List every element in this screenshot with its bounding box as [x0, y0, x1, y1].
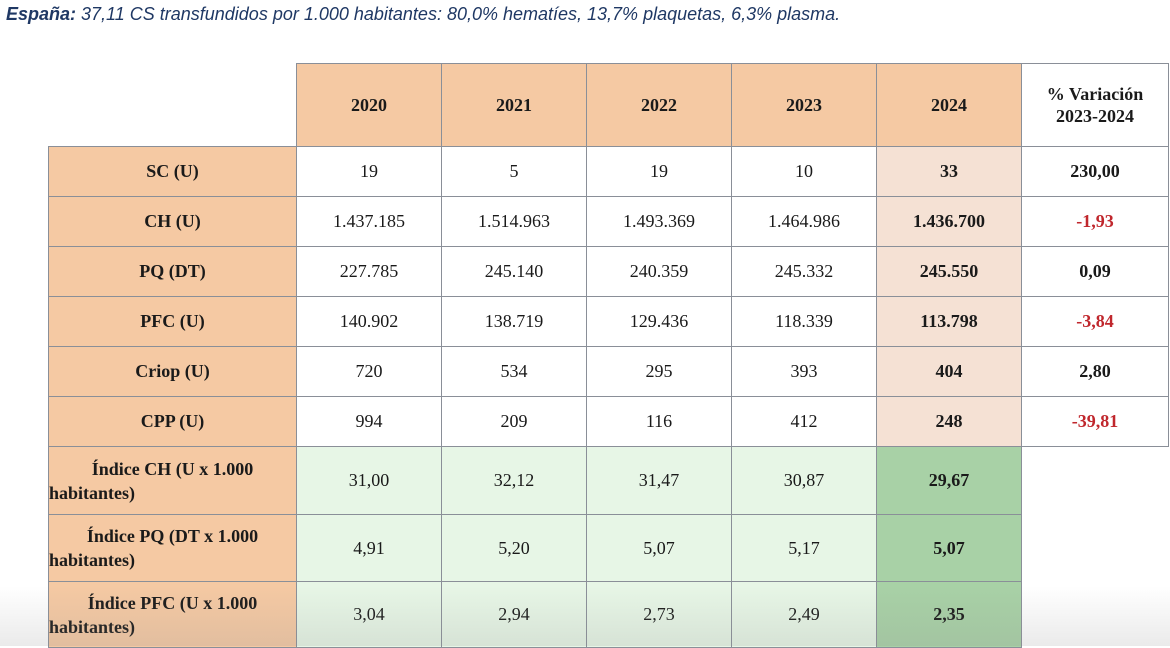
index-value-cell: 31,47 [586, 446, 732, 515]
value-cell-2024: 1.436.700 [876, 196, 1022, 247]
year-header: 2023 [731, 63, 877, 147]
transfusion-table: 2020 2021 2022 2023 2024 % Variación 2023… [48, 63, 1169, 648]
empty-cell [1021, 514, 1169, 582]
corner-cell [48, 63, 297, 147]
value-cell: 1.437.185 [296, 196, 442, 247]
variation-cell: -3,84 [1021, 296, 1169, 347]
value-cell: 534 [441, 346, 587, 397]
value-cell: 116 [586, 396, 732, 447]
value-cell: 140.902 [296, 296, 442, 347]
index-value-cell: 2,73 [586, 581, 732, 648]
variation-header-line1: % Variación [1046, 84, 1144, 104]
value-cell: 240.359 [586, 246, 732, 297]
index-row-label: Índice PFC (U x 1.000 habitantes) [48, 581, 297, 648]
value-cell: 245.332 [731, 246, 877, 297]
value-cell: 245.140 [441, 246, 587, 297]
variation-cell: -1,93 [1021, 196, 1169, 247]
value-cell: 138.719 [441, 296, 587, 347]
headline: España: 37,11 CS transfundidos por 1.000… [6, 4, 840, 25]
empty-cell [1021, 446, 1169, 515]
value-cell: 209 [441, 396, 587, 447]
value-cell: 295 [586, 346, 732, 397]
variation-cell: 0,09 [1021, 246, 1169, 297]
index-row: Índice PQ (DT x 1.000 habitantes) 4,91 5… [48, 514, 1169, 582]
row-label: SC (U) [48, 146, 297, 197]
headline-summary: 37,11 CS transfundidos por 1.000 habitan… [76, 4, 841, 24]
table-row: CPP (U) 994 209 116 412 248 -39,81 [48, 396, 1169, 447]
index-value-cell: 5,17 [731, 514, 877, 582]
value-cell: 720 [296, 346, 442, 397]
empty-cell [1021, 581, 1169, 648]
value-cell: 19 [296, 146, 442, 197]
index-row: Índice CH (U x 1.000 habitantes) 31,00 3… [48, 446, 1169, 515]
value-cell: 129.436 [586, 296, 732, 347]
index-value-cell: 3,04 [296, 581, 442, 648]
value-cell: 19 [586, 146, 732, 197]
value-cell-2024: 113.798 [876, 296, 1022, 347]
value-cell-2024: 248 [876, 396, 1022, 447]
index-value-cell: 31,00 [296, 446, 442, 515]
row-label: PQ (DT) [48, 246, 297, 297]
index-value-cell-2024: 29,67 [876, 446, 1022, 515]
value-cell: 10 [731, 146, 877, 197]
year-header: 2021 [441, 63, 587, 147]
variation-cell: 2,80 [1021, 346, 1169, 397]
index-value-cell-2024: 2,35 [876, 581, 1022, 648]
value-cell: 1.493.369 [586, 196, 732, 247]
index-value-cell: 32,12 [441, 446, 587, 515]
value-cell: 118.339 [731, 296, 877, 347]
headline-country: España: [6, 4, 77, 24]
value-cell: 1.514.963 [441, 196, 587, 247]
row-label: PFC (U) [48, 296, 297, 347]
index-row: Índice PFC (U x 1.000 habitantes) 3,04 2… [48, 581, 1169, 648]
index-row-label: Índice PQ (DT x 1.000 habitantes) [48, 514, 297, 582]
row-label: CH (U) [48, 196, 297, 247]
table-row: SC (U) 19 5 19 10 33 230,00 [48, 146, 1169, 197]
year-header: 2020 [296, 63, 442, 147]
index-value-cell-2024: 5,07 [876, 514, 1022, 582]
variation-cell: -39,81 [1021, 396, 1169, 447]
value-cell: 393 [731, 346, 877, 397]
value-cell-2024: 33 [876, 146, 1022, 197]
index-value-cell: 4,91 [296, 514, 442, 582]
value-cell: 412 [731, 396, 877, 447]
value-cell-2024: 404 [876, 346, 1022, 397]
year-header: 2024 [876, 63, 1022, 147]
value-cell: 5 [441, 146, 587, 197]
index-value-cell: 5,20 [441, 514, 587, 582]
table-row: Criop (U) 720 534 295 393 404 2,80 [48, 346, 1169, 397]
table-row: CH (U) 1.437.185 1.514.963 1.493.369 1.4… [48, 196, 1169, 247]
value-cell: 227.785 [296, 246, 442, 297]
header-row: 2020 2021 2022 2023 2024 % Variación 2023… [48, 63, 1169, 147]
value-cell-2024: 245.550 [876, 246, 1022, 297]
index-value-cell: 2,94 [441, 581, 587, 648]
variation-header: % Variación 2023-2024 [1021, 63, 1169, 147]
index-value-cell: 30,87 [731, 446, 877, 515]
index-value-cell: 2,49 [731, 581, 877, 648]
year-header: 2022 [586, 63, 732, 147]
row-label: Criop (U) [48, 346, 297, 397]
value-cell: 1.464.986 [731, 196, 877, 247]
variation-header-line2: 2023-2024 [1056, 106, 1134, 126]
table-row: PFC (U) 140.902 138.719 129.436 118.339 … [48, 296, 1169, 347]
table-row: PQ (DT) 227.785 245.140 240.359 245.332 … [48, 246, 1169, 297]
value-cell: 994 [296, 396, 442, 447]
index-row-label: Índice CH (U x 1.000 habitantes) [48, 446, 297, 515]
index-value-cell: 5,07 [586, 514, 732, 582]
row-label: CPP (U) [48, 396, 297, 447]
variation-cell: 230,00 [1021, 146, 1169, 197]
